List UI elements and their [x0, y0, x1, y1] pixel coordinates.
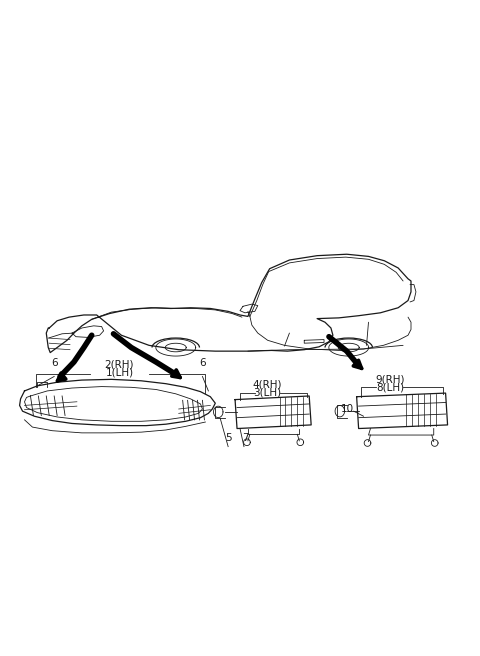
Text: 2(RH): 2(RH)	[105, 359, 134, 369]
Text: 3(LH): 3(LH)	[253, 388, 282, 398]
Text: 6: 6	[51, 358, 58, 368]
Text: 7: 7	[241, 433, 248, 443]
Text: 6: 6	[199, 358, 206, 368]
Text: 4(RH): 4(RH)	[253, 379, 282, 390]
Text: 9(RH): 9(RH)	[375, 375, 405, 384]
Text: 5: 5	[225, 433, 231, 443]
Text: 10: 10	[340, 404, 354, 414]
Text: 1(LH): 1(LH)	[105, 367, 133, 377]
Text: 8(LH): 8(LH)	[376, 382, 404, 392]
